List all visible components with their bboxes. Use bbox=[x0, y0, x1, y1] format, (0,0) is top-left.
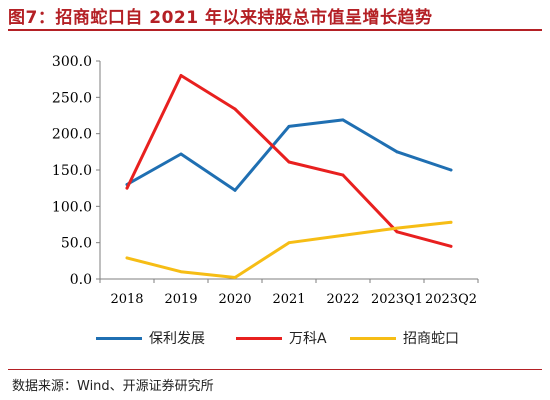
y-tick-label: 200.0 bbox=[52, 127, 92, 143]
legend-swatch-series-1 bbox=[236, 336, 282, 340]
line-chart: 0.0 50.0 100.0 150.0 200.0 250.0 300.0 2018 2019… bbox=[52, 54, 479, 307]
legend-item-series-1: 万科A bbox=[236, 328, 327, 348]
x-tick-label: 2023Q2 bbox=[425, 292, 477, 307]
data-point-series-1 bbox=[233, 107, 237, 111]
legend-label-series-0: 保利发展 bbox=[149, 331, 205, 347]
data-point-series-2 bbox=[341, 234, 345, 237]
legend-item-series-2: 招商蛇口 bbox=[350, 328, 459, 348]
y-tick-label: 100.0 bbox=[52, 199, 92, 215]
data-point-series-0 bbox=[233, 188, 237, 192]
x-tick-label: 2019 bbox=[164, 292, 197, 307]
source-rule bbox=[8, 369, 542, 370]
data-point-series-2 bbox=[125, 256, 129, 260]
data-point-series-2 bbox=[287, 241, 291, 245]
x-tick-label: 2018 bbox=[110, 292, 143, 307]
data-point-series-2 bbox=[179, 270, 183, 274]
data-point-series-0 bbox=[341, 118, 345, 122]
legend-item-series-0: 保利发展 bbox=[96, 328, 205, 348]
data-point-series-1 bbox=[179, 74, 183, 77]
data-point-series-2 bbox=[395, 226, 399, 230]
title-rule bbox=[8, 29, 542, 31]
y-tick-label: 150.0 bbox=[52, 163, 92, 179]
data-point-series-0 bbox=[395, 150, 399, 154]
x-tick-label: 2021 bbox=[272, 292, 305, 307]
y-tick-label: 0.0 bbox=[70, 272, 92, 288]
x-tick-label: 2020 bbox=[218, 292, 251, 307]
data-point-series-1 bbox=[395, 230, 399, 234]
data-point-series-0 bbox=[179, 152, 183, 156]
data-point-series-0 bbox=[287, 125, 291, 128]
data-point-series-1 bbox=[449, 244, 453, 248]
figure-title: 图7：招商蛇口自 2021 年以来持股总市值呈增长趋势 bbox=[8, 8, 433, 28]
data-point-series-1 bbox=[287, 160, 291, 164]
x-tick-label: 2023Q1 bbox=[371, 292, 423, 307]
source-note: 数据来源：Wind、开源证券研究所 bbox=[12, 379, 214, 394]
y-tick-label: 250.0 bbox=[52, 90, 92, 106]
legend-label-series-2: 招商蛇口 bbox=[403, 331, 459, 347]
legend-swatch-series-2 bbox=[350, 336, 396, 340]
legend-label-series-1: 万科A bbox=[289, 331, 327, 347]
series-line-2 bbox=[125, 220, 453, 279]
x-tick-label: 2022 bbox=[326, 292, 359, 307]
data-point-series-2 bbox=[233, 276, 237, 279]
series-line-0 bbox=[125, 118, 453, 192]
y-tick-label: 300.0 bbox=[52, 54, 92, 70]
y-tick-label: 50.0 bbox=[61, 236, 92, 252]
data-point-series-1 bbox=[125, 186, 129, 190]
data-point-series-1 bbox=[341, 173, 345, 177]
legend-swatch-series-0 bbox=[96, 336, 142, 340]
chart-legend: 保利发展 万科A 招商蛇口 bbox=[0, 328, 550, 348]
data-point-series-0 bbox=[449, 168, 453, 172]
data-point-series-2 bbox=[449, 220, 453, 224]
